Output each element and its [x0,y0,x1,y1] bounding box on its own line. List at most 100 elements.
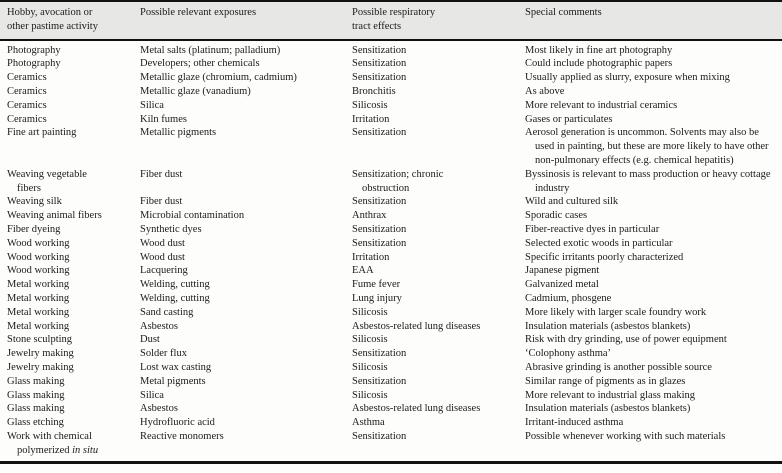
table-row: Work with chemical polymerized in situ Re… [0,430,782,462]
exposure-cell: Microbial contamination [140,210,245,222]
activity-cell: Weaving silk [7,196,62,208]
effect-cell: Sensitization [352,127,407,139]
table-row: Wood working Wood dust Sensitization Select… [0,237,782,251]
table-row: Wood working Lacquering EAA Japanese pigmen… [0,264,782,278]
column-header-exposures: Possible relevant exposures [140,1,352,41]
effect-cell: Sensitization [352,44,407,56]
table-row: Ceramics Silica Silicosis More relevant to … [0,99,782,113]
activity-cell: Glass etching [7,417,64,429]
exposure-cell: Metallic glaze (vanadium) [140,85,251,97]
column-header-effects: Possible respiratory tract effects [352,1,525,41]
table-row: Metal working Sand casting Silicosis More l… [0,306,782,320]
exposure-cell: Silica [140,99,164,111]
activity-cell: Ceramics [7,99,47,111]
comment-cell: Cadmium, phosgene [525,292,612,304]
comment-cell: Specific irritants poorly characterized [525,251,684,263]
exposure-cell: Lacquering [140,265,188,277]
exposure-cell: Fiber dust [140,168,183,180]
exposure-cell: Wood dust [140,251,185,263]
effect-cell: Sensitization [352,375,407,387]
comment-cell: Galvanized metal [525,279,599,291]
effect-cell: Silicosis [352,361,388,373]
effect-cell: Silicosis [352,389,388,401]
effect-cell: Bronchitis [352,85,396,97]
exposure-cell: Developers; other chemicals [140,58,260,70]
table-header: Hobby, avocation or other pastime activi… [0,1,782,41]
activity-cell: Jewelry making [7,348,74,360]
exposure-cell: Welding, cutting [140,279,210,291]
exposure-cell: Silica [140,389,164,401]
exposure-cell: Sand casting [140,306,194,318]
effect-cell: Irritation [352,113,390,125]
column-header-activity: Hobby, avocation or other pastime activi… [0,1,140,41]
table-body: Photography Metal salts (platinum; pallad… [0,40,782,462]
exposure-cell: Fiber dust [140,196,183,208]
effect-cell: Asthma [352,417,385,429]
effect-cell: Sensitization [352,237,407,249]
effect-cell: Asbestos-related lung diseases [352,320,481,332]
exposure-cell: Solder flux [140,348,187,360]
exposure-cell: Kiln fumes [140,113,187,125]
comment-cell: Sporadic cases [525,210,588,222]
exposure-cell: Dust [140,334,160,346]
activity-cell: Glass making [7,375,65,387]
table-row: Metal working Welding, cutting Fume fever G… [0,278,782,292]
activity-cell: Photography [7,58,61,70]
comment-cell: Japanese pigment [525,265,600,277]
table-row: Metal working Welding, cutting Lung injury… [0,292,782,306]
comment-cell: Fiber-reactive dyes in particular [525,223,660,235]
exposure-cell: Wood dust [140,237,185,249]
effect-cell: Irritation [352,251,390,263]
activity-cell: Metal working [7,306,70,318]
comment-cell: Could include photographic papers [525,58,673,70]
table-row: Metal working Asbestos Asbestos-related lu… [0,320,782,334]
exposure-cell: Reactive monomers [140,430,224,442]
table-row: Glass etching Hydrofluoric acid Asthma Irri… [0,416,782,430]
comment-cell: Selected exotic woods in particular [525,237,673,249]
comment-cell: More likely with larger scale foundry wo… [525,306,707,318]
effect-cell: Sensitization [352,72,407,84]
exposure-cell: Asbestos [140,403,178,415]
activity-cell: Weaving animal fibers [7,210,102,222]
effect-cell: Sensitization [352,196,407,208]
comment-cell: Aerosol generation is uncommon. Solvents… [525,127,772,166]
exposure-cell: Synthetic dyes [140,223,202,235]
effect-cell: Fume fever [352,279,401,291]
effect-cell: Silicosis [352,334,388,346]
comment-cell: ‘Colophony asthma’ [525,348,612,360]
effect-cell: Silicosis [352,306,388,318]
effect-cell: Lung injury [352,292,402,304]
table-row: Photography Metal salts (platinum; pallad… [0,40,782,58]
activity-cell: Metal working [7,279,70,291]
table-row: Jewelry making Lost wax casting Silicosis A… [0,361,782,375]
table-row: Photography Developers; other chemicals Se… [0,57,782,71]
effect-cell: Anthrax [352,210,387,222]
comment-cell: Similar range of pigments as in glazes [525,375,686,387]
comment-cell: Byssinosis is relevant to mass productio… [525,168,774,194]
effect-cell: Silicosis [352,99,388,111]
activity-cell: Work with chemical polymerized in situ [7,430,99,456]
activity-cell: Jewelry making [7,361,74,373]
effect-cell: Asbestos-related lung diseases [352,403,481,415]
column-header-comments: Special comments [525,1,782,41]
activity-cell: Ceramics [7,113,47,125]
activity-cell: Glass making [7,389,65,401]
comment-cell: Most likely in fine art photography [525,44,673,56]
activity-cell: Wood working [7,237,70,249]
table-row: Ceramics Metallic glaze (vanadium) Bronchi… [0,85,782,99]
effect-cell: Sensitization [352,58,407,70]
comment-cell: Insulation materials (asbestos blankets) [525,403,691,415]
table-row: Fine art painting Metallic pigments Sensit… [0,126,782,167]
table-row: Glass making Silica Silicosis More relevant… [0,389,782,403]
effect-cell: Sensitization [352,223,407,235]
exposure-cell: Hydrofluoric acid [140,417,215,429]
table-row: Wood working Wood dust Irritation Specific … [0,251,782,265]
activity-cell: Photography [7,44,61,56]
comment-cell: Wild and cultured silk [525,196,619,208]
exposure-cell: Metallic pigments [140,127,217,139]
comment-cell: As above [525,85,565,97]
activity-italic-text: in situ [72,444,99,456]
comment-cell: Abrasive grinding is another possible so… [525,361,712,373]
comment-cell: Gases or particulates [525,113,613,125]
